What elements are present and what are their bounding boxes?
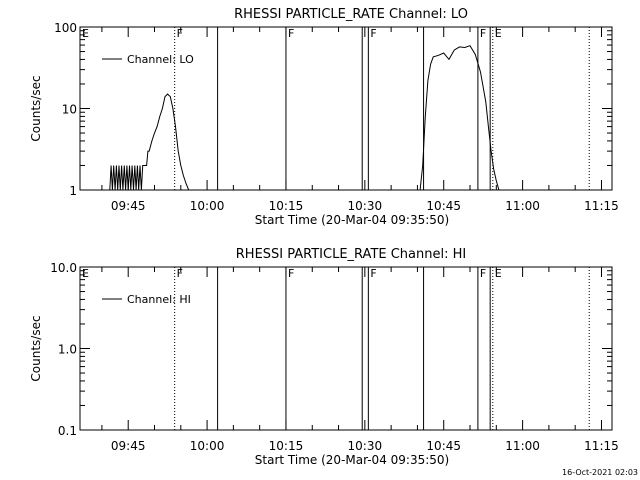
- panel-2-corner-marker: E: [82, 267, 89, 280]
- panel-1-series-line: [419, 45, 500, 191]
- panel-2-x-tick-label: 10:15: [269, 439, 304, 453]
- panel-2-x-tick-label: 10:45: [426, 439, 461, 453]
- panel-2-flag-label: F: [177, 267, 183, 280]
- panel-1-x-tick-label: 10:00: [190, 199, 225, 213]
- panel-2-x-tick-label: 11:00: [505, 439, 540, 453]
- panel-1-x-tick-label: 10:30: [348, 199, 383, 213]
- panel-2-flag-label: E: [495, 267, 502, 280]
- panel-2-flag-label: F: [370, 267, 376, 280]
- panel-2-flag-label: F: [480, 267, 486, 280]
- panel-2-chart-title: RHESSI PARTICLE_RATE Channel: HI: [236, 247, 466, 262]
- panel-1-x-tick-label: 11:00: [505, 199, 540, 213]
- panel-1-plot-frame: [79, 26, 613, 191]
- panel-1-series-line: [109, 93, 192, 191]
- panel-1-y-tick-label: 10: [62, 103, 77, 117]
- panel-1-y-tick-label: 100: [54, 21, 77, 35]
- panel-1-legend-label: Channel: LO: [127, 53, 194, 66]
- panel-1-flag-label: F: [288, 27, 294, 40]
- panel-1-chart-title: RHESSI PARTICLE_RATE Channel: LO: [234, 7, 468, 22]
- panel-2-y-tick-label: 10.0: [50, 261, 77, 275]
- panel-2-plot-frame: [79, 266, 613, 431]
- panel-1-corner-marker: E: [82, 27, 89, 40]
- panel-2-x-tick-label: 10:30: [348, 439, 383, 453]
- panel-2-y-tick-label: 1.0: [58, 343, 77, 357]
- panel-1-flag-label: F: [177, 27, 183, 40]
- panel-1-x-tick-label: 11:15: [584, 199, 619, 213]
- panel-2-x-tick-label: 09:45: [111, 439, 146, 453]
- panel-1-x-tick-label: 10:45: [426, 199, 461, 213]
- panel-2-y-tick-label: 0.1: [58, 424, 77, 438]
- panel-1-flag-label: F: [480, 27, 486, 40]
- panel-2-x-axis-label: Start Time (20-Mar-04 09:35:50): [255, 453, 449, 467]
- panel-1-x-tick-label: 09:45: [111, 199, 146, 213]
- panel-2-legend-label: Channel: HI: [127, 293, 191, 306]
- panel-2-y-axis-label: Counts/sec: [29, 315, 43, 381]
- panel-2-flag-label: F: [288, 267, 294, 280]
- panel-1-flag-label: E: [495, 27, 502, 40]
- panel-1-flag-label: F: [370, 27, 376, 40]
- panel-1-x-axis-label: Start Time (20-Mar-04 09:35:50): [255, 213, 449, 227]
- panel-2-x-tick-label: 10:00: [190, 439, 225, 453]
- panel-1-y-tick-label: 1: [69, 184, 77, 198]
- panel-2-x-tick-label: 11:15: [584, 439, 619, 453]
- plot-timestamp: 16-Oct-2021 02:03: [562, 468, 638, 477]
- panel-1-x-tick-label: 10:15: [269, 199, 304, 213]
- panel-1-y-axis-label: Counts/sec: [29, 75, 43, 141]
